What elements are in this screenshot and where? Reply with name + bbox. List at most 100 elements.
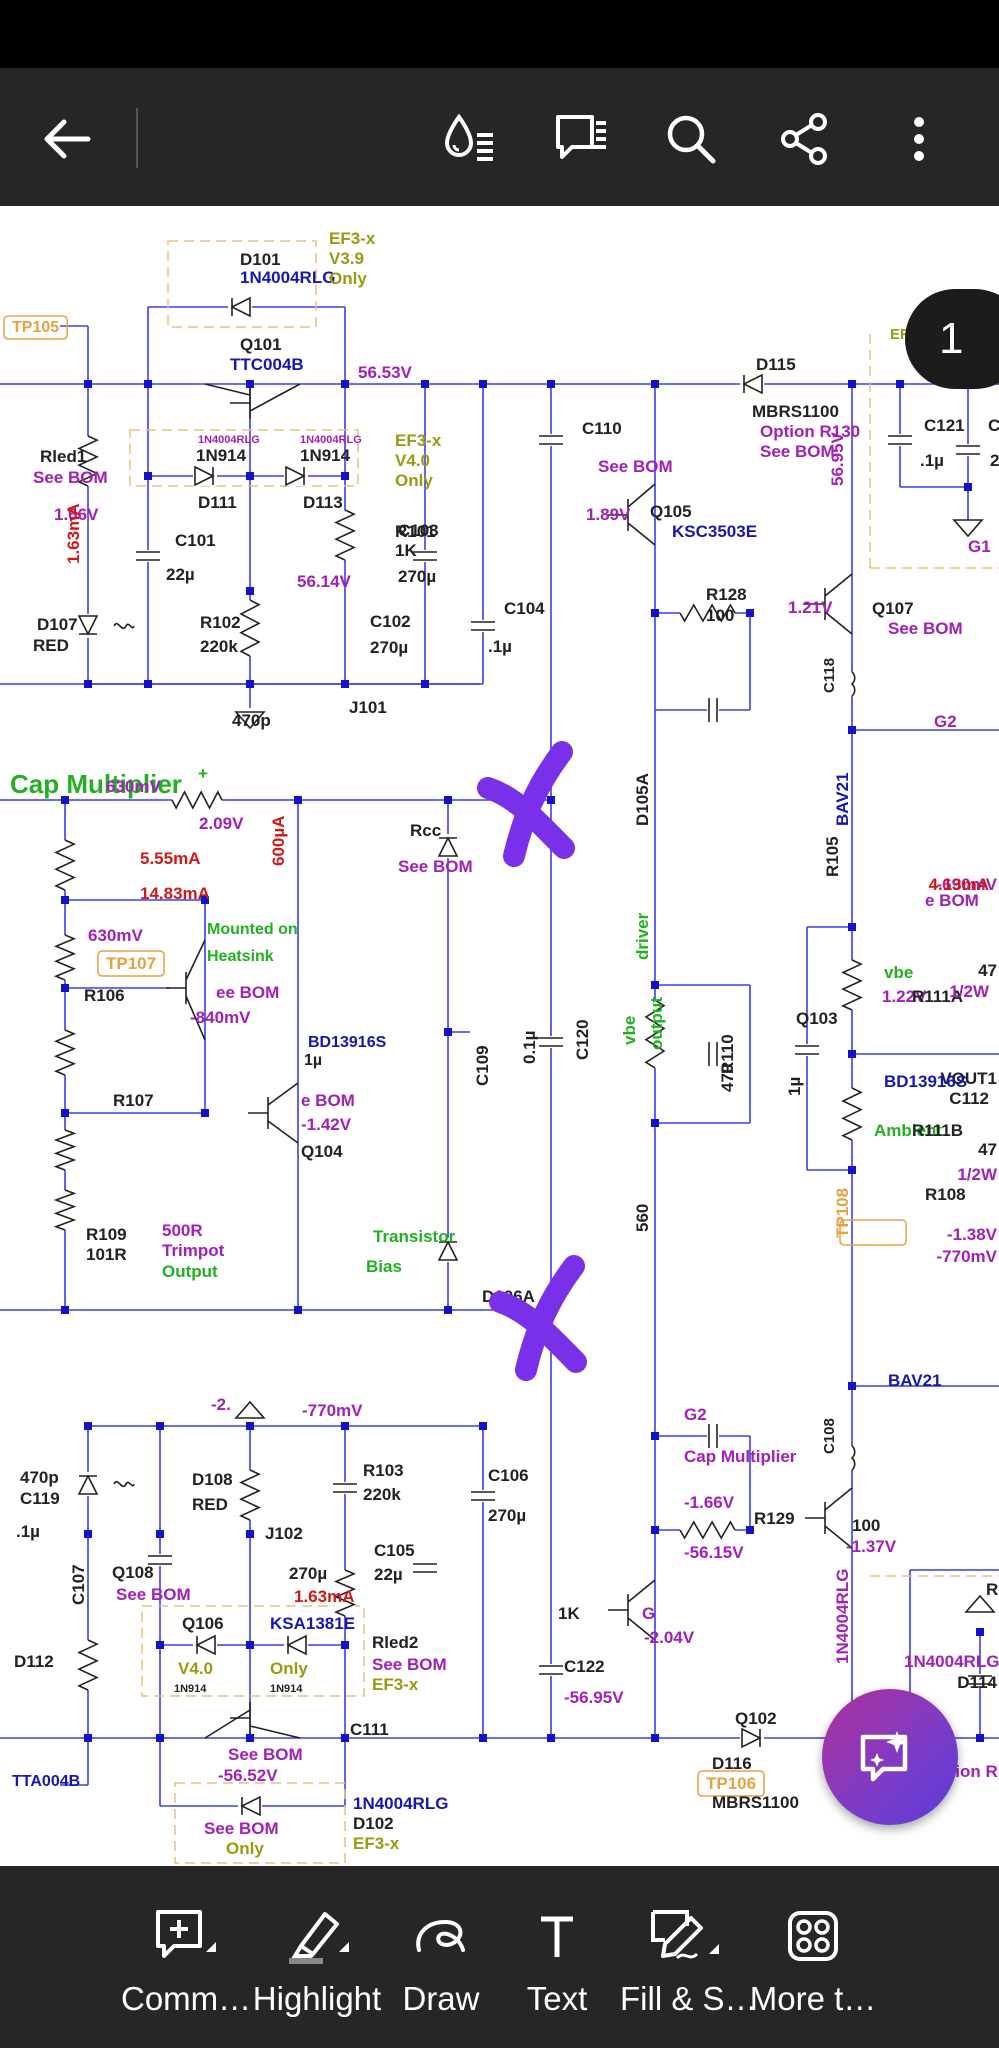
resistor-symbol <box>841 959 863 1011</box>
measurement-label: -56.95V <box>564 1688 624 1707</box>
junction-dot <box>201 896 209 904</box>
measurement-label: 1N4004RLG <box>904 1652 999 1671</box>
junction-dot <box>144 380 152 388</box>
measurement-label: -840mV <box>190 1008 251 1027</box>
capacitor-symbol <box>413 1563 437 1573</box>
measurement-label: 56.53V <box>358 363 413 382</box>
schematic-label: EF3-x <box>372 1675 419 1694</box>
read-aloud-button[interactable] <box>438 108 500 170</box>
capacitor-symbol <box>956 445 980 455</box>
schematic-label: Transistor <box>373 1227 456 1246</box>
resistor-symbol <box>679 1520 736 1540</box>
schematic-label: C109 <box>473 1045 492 1086</box>
page-number-indicator[interactable]: 1 <box>905 289 999 389</box>
capacitor-symbol <box>795 1045 819 1055</box>
capacitor-symbol <box>471 1491 495 1501</box>
ground-symbol <box>964 1594 996 1613</box>
tool-label: Fill & S… <box>620 1980 758 2017</box>
schematic-label: 1K <box>558 1604 580 1623</box>
schematic-label: 560 <box>633 1204 652 1232</box>
testpoint-label: TP105 <box>12 319 59 336</box>
diode-symbol <box>437 1240 459 1261</box>
markup-x-annotation[interactable] <box>489 1255 587 1381</box>
testpoint-marker <box>697 1770 765 1797</box>
jumper-symbol <box>850 671 856 697</box>
junction-dot <box>479 380 487 388</box>
more-vert-icon <box>914 117 924 161</box>
more-options-button[interactable] <box>888 108 950 170</box>
junction-dot <box>896 380 904 388</box>
schematic-label: 1N4004RLG <box>240 268 335 287</box>
schematic-label: R106 <box>84 986 125 1005</box>
junction-dot <box>246 680 254 688</box>
junction-dot <box>444 1306 452 1314</box>
schematic-label: R103 <box>363 1461 404 1480</box>
tool-text[interactable]: Text <box>492 1906 622 2018</box>
schematic-label: R128 <box>706 585 747 604</box>
led-emission-symbol <box>113 1480 135 1488</box>
tool-draw[interactable]: Draw <box>376 1906 506 2018</box>
measurement-label: -1.42V <box>301 1115 352 1134</box>
tool-comment[interactable]: Comm… <box>121 1906 251 2018</box>
schematic-label: Q107 <box>872 599 914 618</box>
measurement-label: 1.21V <box>788 598 833 617</box>
schematic-label: 100 <box>852 1516 880 1535</box>
ai-assistant-button[interactable] <box>822 1689 958 1825</box>
schematic-label: Q106 <box>182 1614 224 1633</box>
tool-highlight[interactable]: Highlight <box>252 1906 382 2018</box>
junction-dot <box>246 1530 254 1538</box>
measurement-label: -1.38V <box>947 1225 998 1244</box>
pdf-page-view[interactable]: D101 1N4004RLG EF3-x V3.9 Only TP105 Q101 TTC00… <box>0 206 999 1866</box>
measurement-label: ee BOM <box>216 983 279 1002</box>
comment-add-icon <box>156 1910 216 1958</box>
schematic-label: V4.0 <box>178 1659 213 1678</box>
tool-more[interactable]: More t… <box>748 1906 878 2018</box>
schematic-label: V4.0 <box>395 451 430 470</box>
measurement-label: See BOM <box>116 1585 191 1604</box>
resistor-symbol <box>53 1129 77 1171</box>
junction-dot <box>84 1734 92 1742</box>
search-button[interactable] <box>660 108 722 170</box>
schematic-label: D113 <box>303 493 343 512</box>
markup-x-annotation[interactable] <box>477 741 575 867</box>
resistor-symbol <box>53 934 77 981</box>
schematic-label: Only <box>226 1839 264 1858</box>
comments-list-button[interactable] <box>550 108 612 170</box>
back-button[interactable] <box>36 108 98 170</box>
junction-dot <box>341 1422 349 1430</box>
schematic-label: C106 <box>488 1466 529 1485</box>
schematic-label: TTA004B <box>12 1773 80 1790</box>
schematic-label: 1N4004RLG <box>353 1794 448 1813</box>
junction-dot <box>848 726 856 734</box>
ground-symbol <box>234 1400 266 1419</box>
junction-dot <box>61 796 69 804</box>
schematic-label: D107 <box>37 615 78 634</box>
schematic-label: D114 <box>957 1673 997 1692</box>
junction-dot <box>341 1734 349 1742</box>
measurement-label: 5.55mA <box>140 849 200 868</box>
diode-symbol <box>194 465 215 487</box>
junction-dot <box>341 472 349 480</box>
measurement-label: 1N4004RLG <box>198 434 260 446</box>
schematic-label: C111 <box>350 1720 389 1739</box>
share-button[interactable] <box>774 108 836 170</box>
junction-dot <box>547 380 555 388</box>
schematic-label: 101R <box>86 1245 127 1264</box>
schematic-label: 1N914 <box>174 1683 207 1695</box>
tool-fill-sign[interactable]: Fill & S… <box>620 1906 758 2018</box>
schematic-label: BD13916S <box>308 1034 387 1051</box>
schematic-label: Rled1 <box>40 447 86 466</box>
schematic-label: 470 <box>718 1064 737 1092</box>
fill-sign-icon <box>651 1910 719 1960</box>
junction-dot <box>156 1422 164 1430</box>
schematic-label: Q101 <box>240 335 282 354</box>
measurement-label: 2.09V <box>199 814 244 833</box>
measurement-label: -56.15V <box>684 1543 744 1562</box>
transistor-symbol <box>166 939 206 1041</box>
junction-dot <box>651 1432 659 1440</box>
schematic-label: 1µ <box>785 1077 804 1096</box>
transistor-symbol <box>204 1702 301 1739</box>
schematic-label: Mounted on <box>207 921 298 938</box>
junction-dot <box>651 1734 659 1742</box>
schematic-label: 1N914 <box>300 446 351 465</box>
